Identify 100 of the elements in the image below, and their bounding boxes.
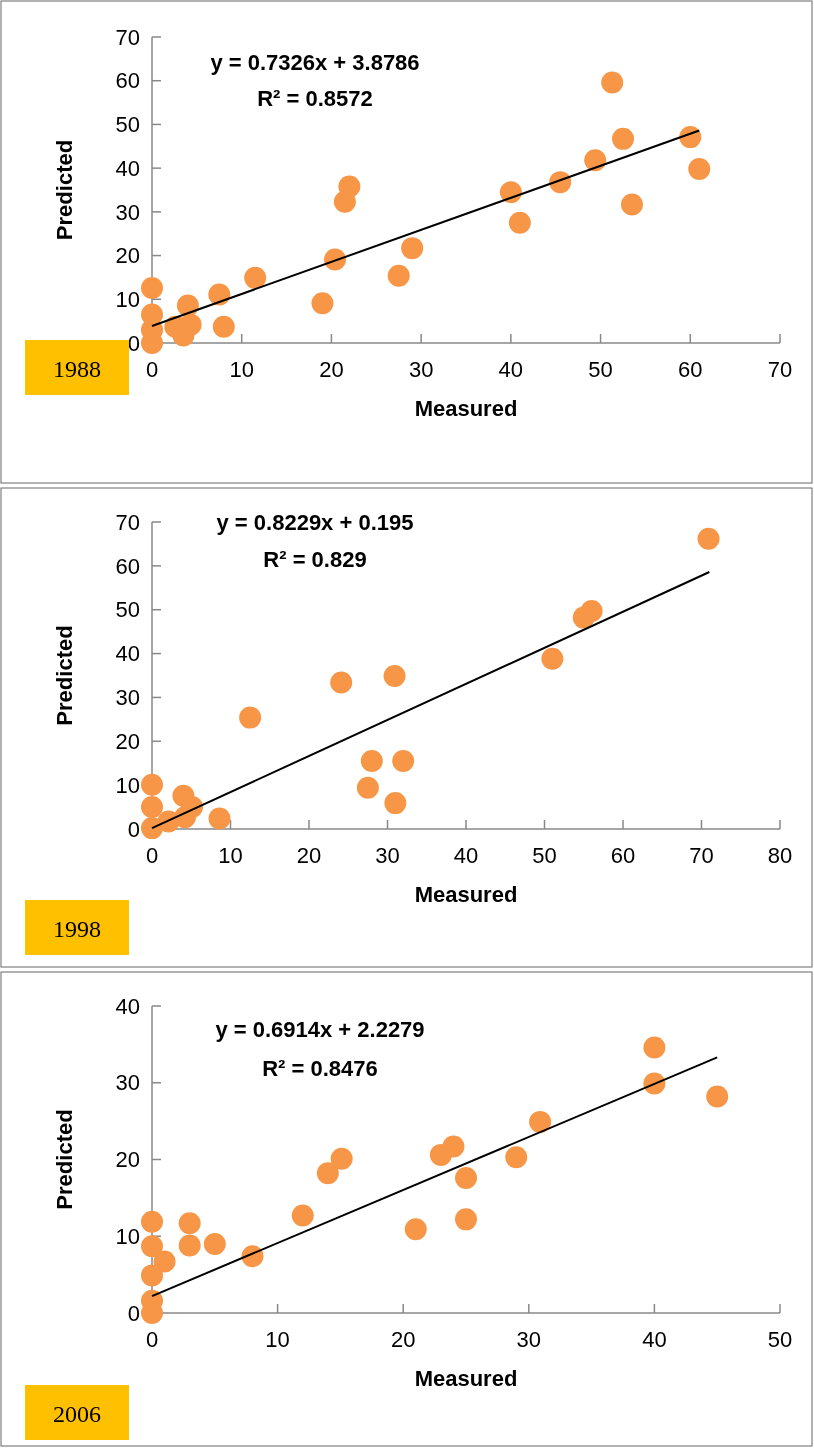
- x-tick-label: 30: [408, 357, 434, 382]
- annotation: R² = 0.8476: [262, 1056, 378, 1081]
- point: [601, 71, 624, 94]
- point: [291, 1204, 314, 1227]
- x-tick-label: 20: [390, 1327, 416, 1352]
- point: [208, 283, 231, 306]
- x-tick-label: 30: [516, 1327, 542, 1352]
- y-axis-title: Predicted: [52, 625, 77, 726]
- point: [316, 1162, 339, 1185]
- point: [141, 1210, 163, 1233]
- y-tick-label: 0: [127, 816, 140, 842]
- text: 1998: [53, 916, 101, 942]
- y-tick-label: 20: [115, 1147, 140, 1173]
- point: [688, 158, 711, 181]
- point: [141, 796, 163, 819]
- point: [508, 211, 531, 234]
- y-tick-label: 60: [115, 553, 140, 579]
- point: [141, 1264, 163, 1287]
- y-tick-label: 0: [127, 1300, 140, 1326]
- x-tick-label: 20: [319, 357, 344, 382]
- text: 1988: [53, 356, 101, 382]
- point: [401, 237, 424, 260]
- annotation: y = 0.8229x + 0.195: [216, 510, 414, 535]
- point: [706, 1085, 729, 1108]
- y-tick-label: 30: [115, 1070, 140, 1096]
- x-tick-label: 0: [145, 1327, 159, 1352]
- y-tick-label: 50: [115, 112, 140, 138]
- y-axis-title: Predicted: [52, 1109, 77, 1210]
- point: [212, 315, 235, 338]
- point: [153, 1250, 176, 1273]
- y-axis-title: Predicted: [52, 139, 77, 241]
- annotation: R² = 0.8572: [257, 86, 373, 111]
- y-tick-label: 70: [115, 24, 140, 50]
- y-tick-label: 50: [115, 597, 140, 623]
- x-tick-label: 0: [145, 843, 159, 868]
- point: [455, 1166, 477, 1189]
- x-tick-label: 60: [678, 357, 703, 382]
- point: [330, 1147, 353, 1170]
- x-tick-label: 70: [689, 843, 714, 868]
- y-tick-label: 40: [115, 641, 140, 667]
- point: [620, 193, 643, 216]
- y-tick-label: 20: [115, 243, 140, 269]
- y-tick-label: 20: [115, 728, 140, 754]
- x-tick-label: 10: [229, 357, 254, 382]
- point: [442, 1135, 465, 1158]
- x-axis-title: Measured: [414, 882, 518, 907]
- x-tick-label: 70: [767, 357, 793, 382]
- x-tick-label: 0: [145, 357, 159, 382]
- point: [311, 292, 334, 315]
- point: [404, 1218, 427, 1241]
- point: [387, 264, 410, 287]
- y-tick-label: 10: [115, 286, 140, 312]
- point: [643, 1036, 666, 1059]
- y-tick-label: 60: [115, 68, 140, 94]
- annotation: R² = 0.829: [263, 547, 367, 572]
- point: [392, 750, 415, 773]
- x-tick-label: 40: [453, 843, 479, 868]
- x-tick-label: 80: [767, 843, 793, 868]
- point: [141, 276, 163, 299]
- y-tick-label: 10: [115, 1223, 140, 1249]
- point: [584, 149, 607, 172]
- x-tick-label: 50: [767, 1327, 793, 1352]
- point: [178, 1234, 201, 1257]
- y-tick-label: 30: [115, 199, 140, 225]
- y-tick-label: 40: [115, 993, 140, 1019]
- y-tick-label: 0: [127, 330, 140, 356]
- point: [541, 647, 564, 670]
- point: [383, 664, 406, 687]
- point: [178, 1212, 201, 1235]
- point: [239, 706, 262, 729]
- x-axis-title: Measured: [414, 396, 518, 421]
- x-tick-label: 10: [218, 843, 243, 868]
- y-tick-label: 10: [115, 772, 140, 798]
- point: [208, 807, 231, 830]
- point: [529, 1110, 552, 1133]
- y-tick-label: 70: [115, 509, 140, 535]
- point: [203, 1232, 226, 1255]
- point: [455, 1208, 477, 1231]
- point: [141, 1235, 163, 1258]
- point: [505, 1146, 528, 1169]
- point: [697, 527, 720, 550]
- x-tick-label: 60: [610, 843, 636, 868]
- point: [612, 127, 634, 150]
- y-tick-label: 40: [115, 155, 140, 181]
- point: [141, 773, 163, 796]
- point: [338, 175, 361, 198]
- y-tick-label: 30: [115, 685, 140, 711]
- x-tick-label: 50: [588, 357, 613, 382]
- x-tick-label: 50: [532, 843, 557, 868]
- text: 2006: [53, 1401, 101, 1427]
- x-tick-label: 40: [498, 357, 524, 382]
- x-tick-label: 40: [642, 1327, 667, 1352]
- x-tick-label: 20: [296, 843, 322, 868]
- point: [384, 792, 407, 815]
- point: [179, 313, 202, 336]
- annotation: y = 0.7326x + 3.8786: [210, 50, 420, 75]
- point: [580, 600, 603, 623]
- point: [356, 776, 379, 799]
- point: [360, 750, 383, 773]
- annotation: y = 0.6914x + 2.2279: [215, 1017, 425, 1042]
